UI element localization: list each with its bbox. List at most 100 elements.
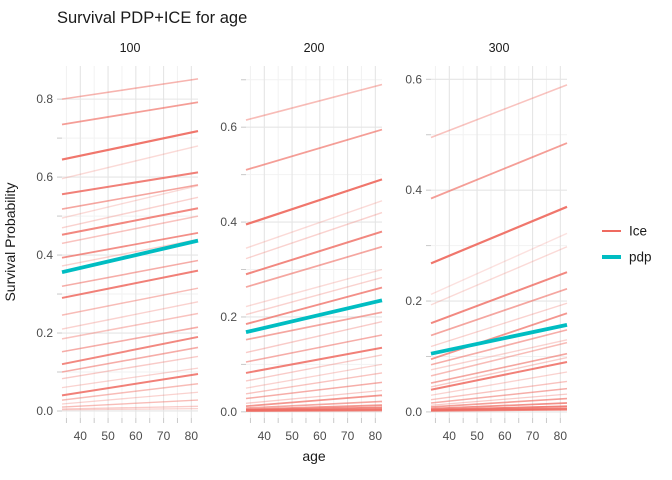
ice-line [430, 380, 568, 401]
ice-line [430, 402, 568, 410]
x-tick-label: 80 [369, 429, 383, 443]
legend-ice-label: Ice [629, 224, 647, 239]
ice-line [430, 302, 568, 348]
ice-line [430, 312, 568, 361]
y-tick-label: 0.4 [220, 215, 237, 229]
ice-line [430, 361, 568, 391]
ice-line [61, 184, 199, 219]
ice-line [61, 184, 199, 210]
ice-line [61, 382, 199, 401]
ice-line [430, 387, 568, 404]
facet-panel: 40 50 60 70 80 0.0 0.2 0.4 0.6 0.8 100 [36, 41, 199, 443]
x-tick-label: 40 [258, 429, 272, 443]
ice-line [245, 381, 383, 400]
ice-line [245, 276, 383, 316]
ice-line [430, 397, 568, 408]
ice-line [245, 268, 383, 308]
x-tick-label: 60 [313, 429, 327, 443]
ice-line [61, 367, 199, 389]
x-tick-label: 50 [470, 429, 484, 443]
x-tick-label: 70 [341, 429, 355, 443]
ice-line [61, 287, 199, 316]
ice-line [245, 200, 383, 249]
ice-line [61, 326, 199, 353]
ice-line [245, 286, 383, 325]
ice-line [430, 371, 568, 396]
facet-panels: 40 50 60 70 80 0.0 0.2 0.4 0.6 0.8 100 40 50 60 70 80 0.… [36, 41, 568, 443]
x-tick-label: 60 [129, 429, 143, 443]
ice-line [245, 389, 383, 404]
ice-line [61, 196, 199, 229]
y-tick-label: 0.2 [405, 294, 422, 308]
ice-line [61, 78, 199, 100]
ice-line [61, 335, 199, 366]
x-tick-label: 60 [498, 429, 512, 443]
ice-line [61, 408, 199, 411]
y-tick-label: 0.2 [36, 326, 53, 340]
pdp-line [245, 298, 383, 334]
ice-line [245, 372, 383, 395]
ice-line [245, 321, 383, 354]
ice-line [61, 215, 199, 245]
ice-line [430, 393, 568, 406]
ice-line [245, 311, 383, 341]
x-axis-title: age [302, 448, 326, 464]
ice-line [430, 142, 568, 200]
ice-line [430, 84, 568, 139]
legend-pdp-label: pdp [629, 250, 652, 265]
ice-line [430, 408, 568, 412]
ice-line [61, 405, 199, 410]
ice-line [61, 312, 199, 340]
y-tick-label: 0.2 [220, 310, 237, 324]
ice-line [61, 259, 199, 288]
ice-line [245, 334, 383, 363]
facet-label: 100 [120, 41, 141, 55]
ice-line [245, 178, 383, 226]
ice-line [61, 269, 199, 299]
ice-line [430, 341, 568, 377]
x-tick-label: 50 [101, 429, 115, 443]
ice-line [245, 128, 383, 171]
ice-line [430, 288, 568, 337]
ice-line [61, 391, 199, 405]
pdp-line [430, 323, 568, 356]
y-tick-label: 0.6 [220, 120, 237, 134]
pdp-line [61, 238, 199, 275]
ice-line [61, 238, 199, 267]
chart-title: Survival PDP+ICE for age [57, 9, 247, 27]
ice-line [61, 130, 199, 161]
ice-line [430, 271, 568, 325]
ice-line [61, 399, 199, 408]
facet-label: 300 [489, 41, 510, 55]
ice-line [61, 231, 199, 259]
ice-line [245, 245, 383, 288]
y-tick-label: 0.0 [36, 404, 53, 418]
ice-line [430, 205, 568, 265]
ice-line [430, 246, 568, 306]
x-tick-label: 40 [443, 429, 457, 443]
y-tick-label: 0.8 [36, 92, 53, 106]
ice-line [245, 363, 383, 389]
x-tick-label: 50 [285, 429, 299, 443]
ice-line [61, 101, 199, 126]
x-tick-label: 70 [526, 429, 540, 443]
ice-line [430, 329, 568, 366]
facet-panel: 40 50 60 70 80 0.0 0.2 0.4 0.6 200 [220, 41, 383, 443]
x-tick-label: 80 [554, 429, 568, 443]
ice-line [245, 346, 383, 374]
ice-line [61, 355, 199, 380]
x-tick-label: 70 [157, 429, 171, 443]
x-tick-label: 40 [74, 429, 88, 443]
ice-line [430, 339, 568, 371]
x-tick-label: 80 [185, 429, 199, 443]
facet-panel: 40 50 60 70 80 0.0 0.2 0.4 0.6 300 [405, 41, 568, 443]
ice-line [430, 356, 568, 388]
y-tick-label: 0.0 [220, 405, 237, 419]
ice-line [61, 346, 199, 373]
legend: Ice pdp [602, 224, 652, 265]
ice-line [245, 354, 383, 382]
facet-label: 200 [304, 41, 325, 55]
ice-line [61, 301, 199, 330]
